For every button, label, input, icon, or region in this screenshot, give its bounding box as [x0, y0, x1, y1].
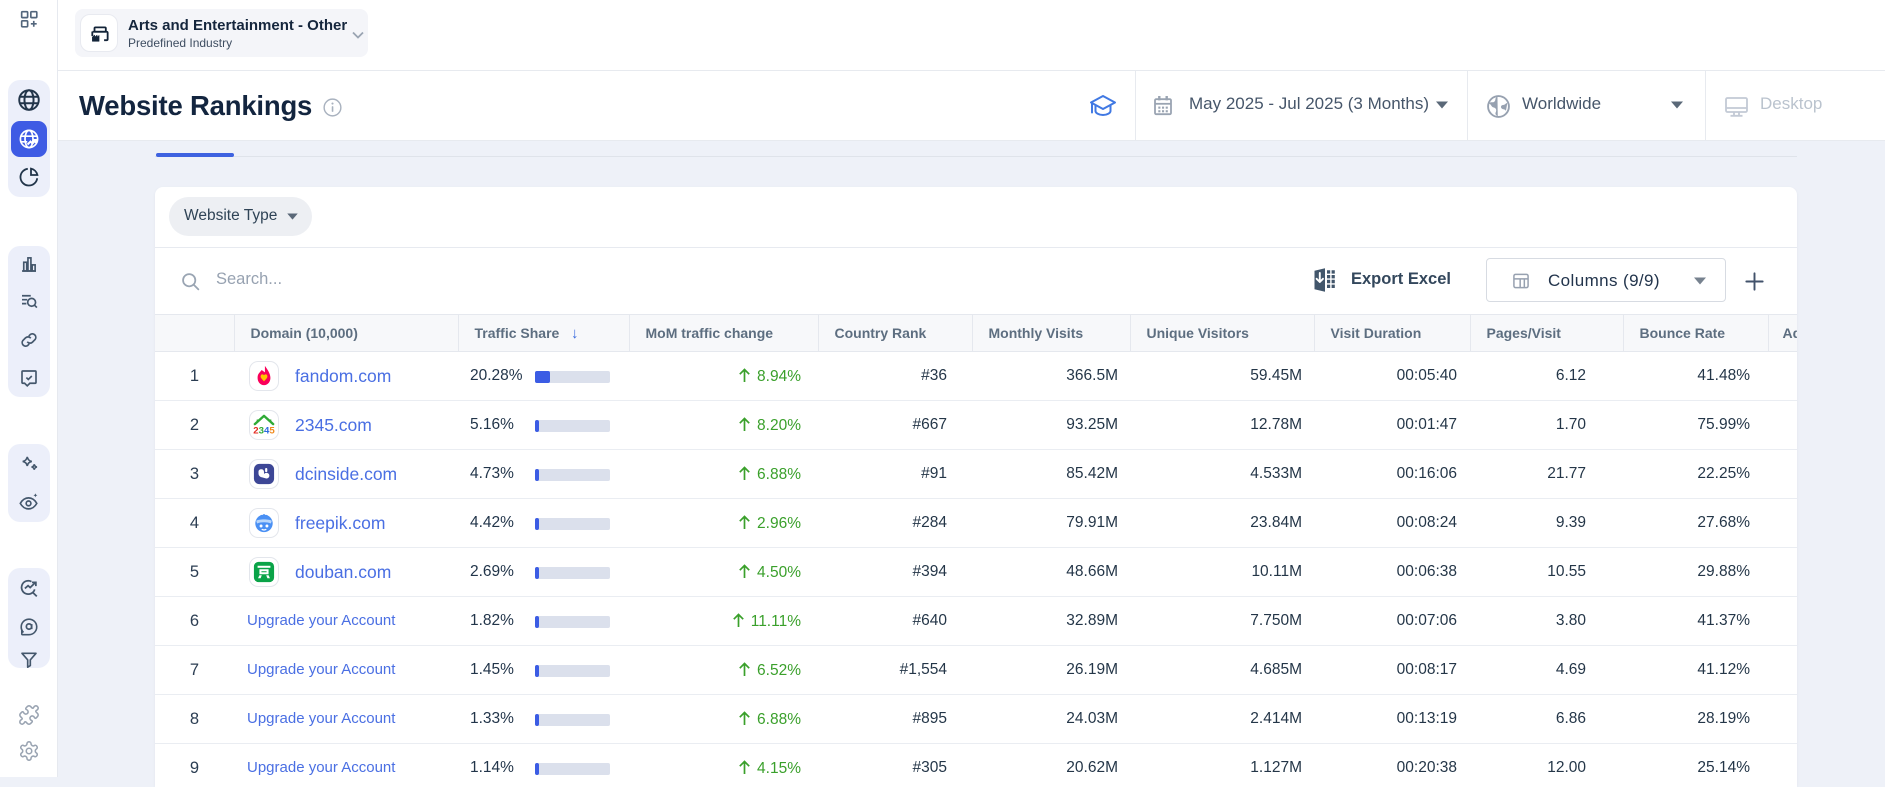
svg-text:2345: 2345: [253, 425, 275, 436]
